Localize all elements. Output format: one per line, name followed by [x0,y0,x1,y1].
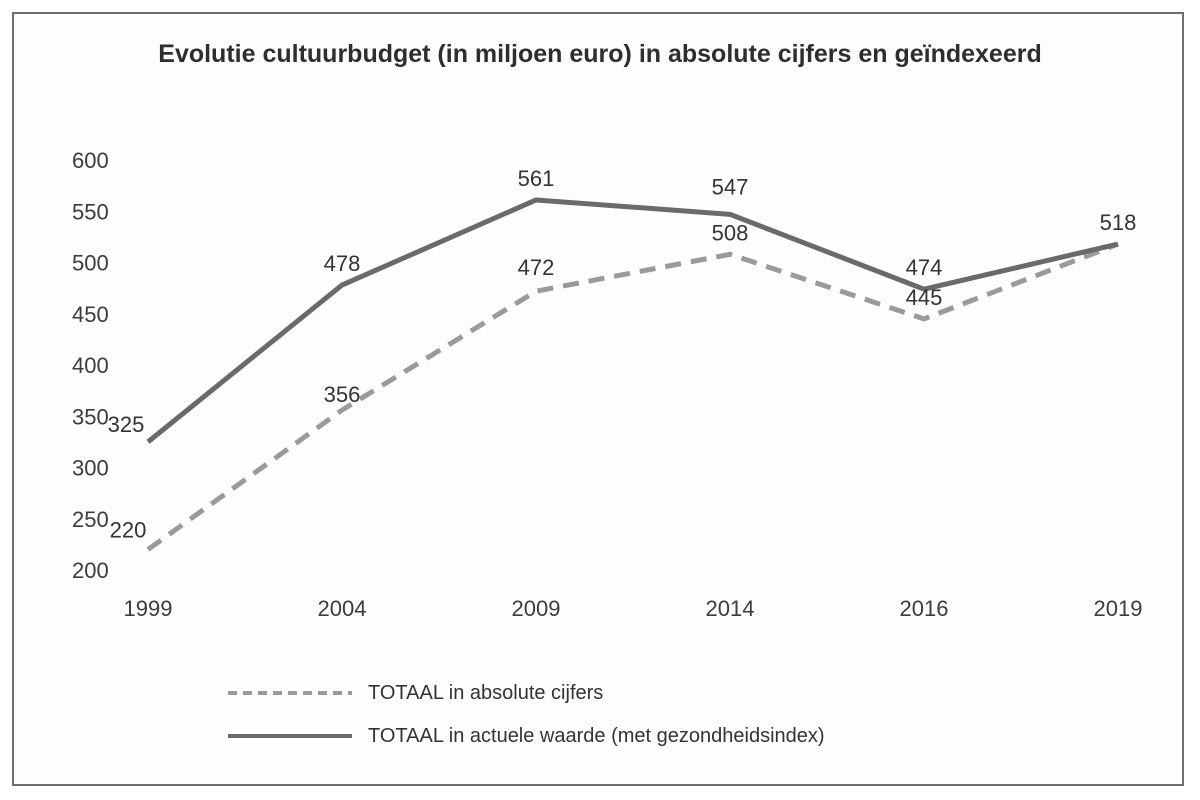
x-tick-label: 2016 [900,596,949,621]
data-label: 356 [324,382,361,407]
y-axis: 200 250 300 350 400 450 500 550 600 [72,148,109,583]
y-tick-label: 450 [72,302,109,327]
y-tick-label: 350 [72,404,109,429]
data-label: 325 [108,412,145,437]
y-tick-label: 500 [72,251,109,276]
data-label: 445 [906,285,943,310]
y-tick-label: 600 [72,148,109,173]
legend-label: TOTAAL in absolute cijfers [368,682,603,704]
data-label: 518 [1100,210,1137,235]
x-tick-label: 2004 [318,596,367,621]
data-label: 561 [518,166,555,191]
data-label: 508 [712,220,749,245]
x-tick-label: 2009 [512,596,561,621]
y-tick-label: 300 [72,456,109,481]
data-label: 547 [712,174,749,199]
legend-label: TOTAAL in actuele waarde (met gezondheid… [368,725,825,747]
series-line-1 [146,197,1119,444]
data-label: 472 [518,255,555,280]
data-label: 478 [324,251,361,276]
y-tick-label: 400 [72,353,109,378]
y-tick-label: 250 [72,507,109,532]
data-label: 474 [906,255,943,280]
data-labels: 220 356 472 508 445 325 478 561 547 474 518 [108,166,1137,543]
x-tick-label: 1999 [124,596,173,621]
data-label: 220 [110,518,147,543]
legend: TOTAAL in absolute cijfers TOTAAL in actu… [228,682,825,747]
y-tick-label: 550 [72,199,109,224]
x-tick-label: 2019 [1094,596,1143,621]
series-line-0 [146,241,1119,552]
chart-frame [12,12,1184,786]
series-lines [146,197,1119,552]
chart-title: Evolutie cultuurbudget (in miljoen euro)… [158,40,1042,68]
y-tick-label: 200 [72,558,109,583]
x-axis: 1999 2004 2009 2014 2016 2019 [124,596,1143,621]
x-tick-label: 2014 [706,596,755,621]
